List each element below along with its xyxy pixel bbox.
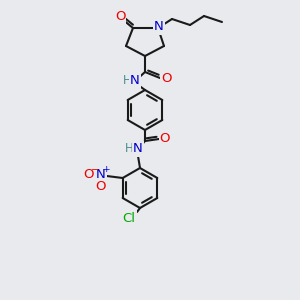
Text: N: N [154,20,164,34]
Text: N: N [130,74,140,88]
Text: O: O [95,181,106,194]
Text: O: O [160,133,170,146]
Text: O: O [115,10,125,22]
Text: H: H [124,142,134,155]
Text: N: N [96,169,106,182]
Text: +: + [102,166,110,175]
Text: O: O [83,169,94,182]
Text: N: N [133,142,143,155]
Text: O: O [161,71,171,85]
Text: Cl: Cl [122,212,136,224]
Text: −: − [91,165,99,175]
Text: H: H [123,74,131,88]
